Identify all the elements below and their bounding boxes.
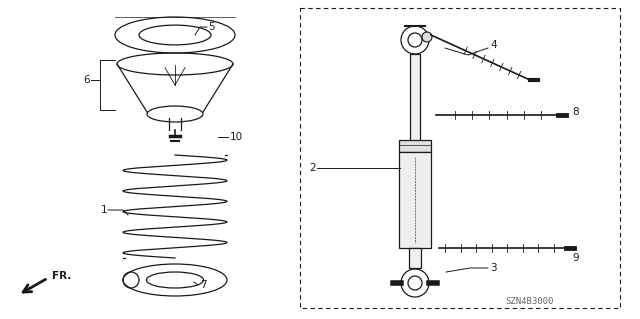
Text: 4: 4 bbox=[490, 40, 497, 50]
Text: FR.: FR. bbox=[52, 271, 72, 281]
Bar bbox=[410, 54, 420, 145]
Text: 8: 8 bbox=[572, 107, 579, 117]
Circle shape bbox=[422, 32, 432, 42]
Bar bbox=[399, 140, 431, 152]
Bar bbox=[409, 248, 421, 268]
Text: SZN4B3000: SZN4B3000 bbox=[506, 298, 554, 307]
Text: 5: 5 bbox=[208, 22, 214, 32]
Text: 6: 6 bbox=[83, 75, 90, 85]
Text: 7: 7 bbox=[200, 280, 207, 290]
Bar bbox=[300, 8, 620, 308]
Bar bbox=[399, 152, 431, 248]
Text: 1: 1 bbox=[100, 205, 107, 215]
Text: 2: 2 bbox=[309, 163, 316, 173]
Text: 3: 3 bbox=[490, 263, 497, 273]
Text: 10: 10 bbox=[230, 132, 243, 142]
Text: 9: 9 bbox=[572, 253, 579, 263]
